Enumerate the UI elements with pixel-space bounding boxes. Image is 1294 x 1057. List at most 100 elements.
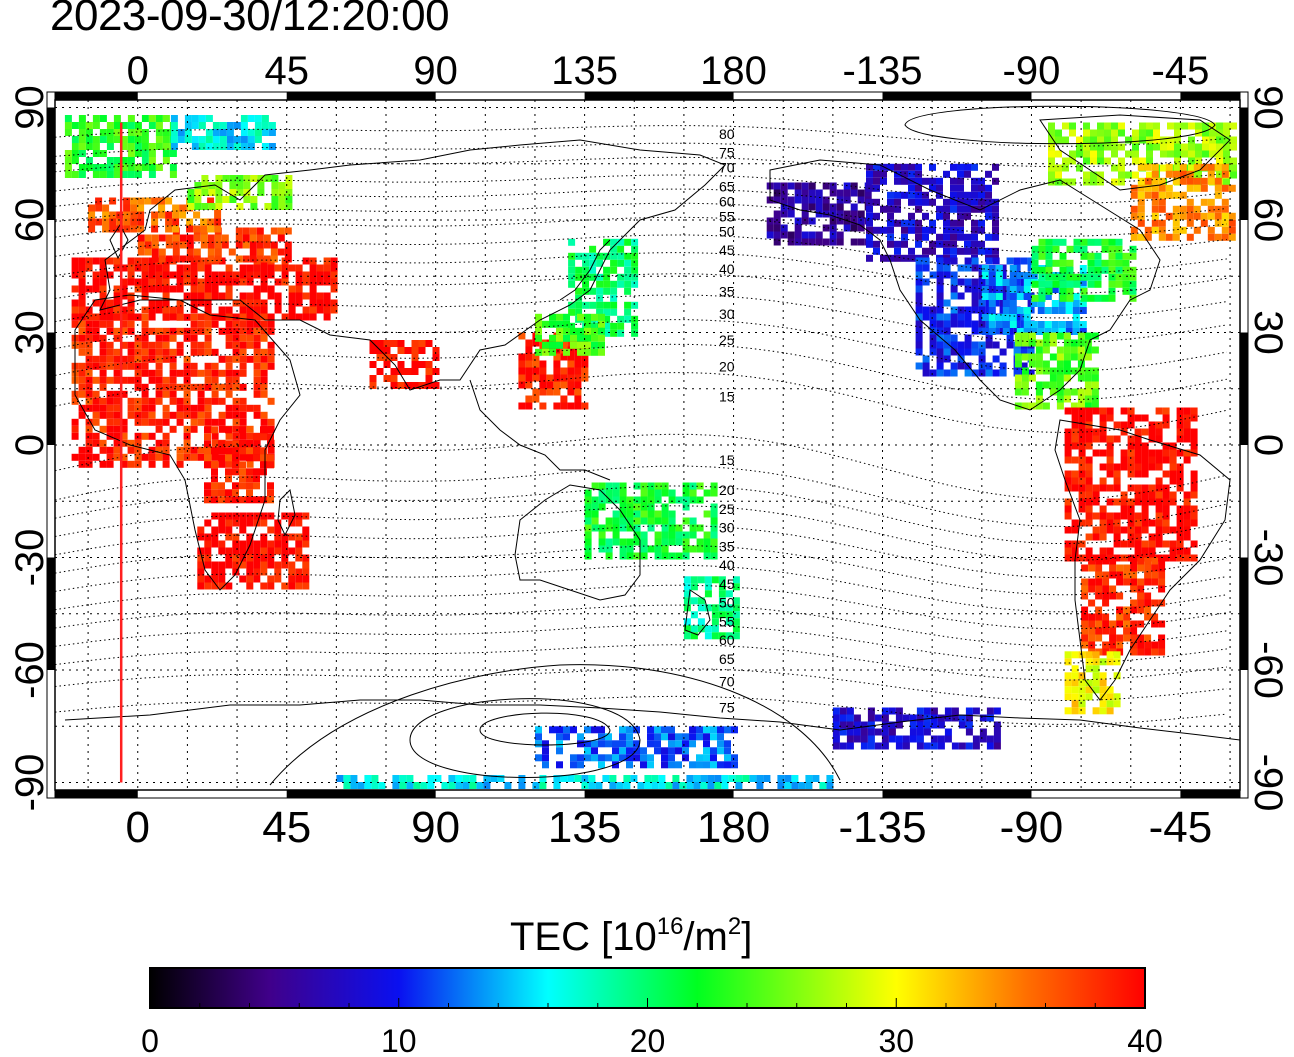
tec-cell	[253, 327, 261, 335]
tec-cell	[113, 327, 121, 335]
tec-cell	[106, 390, 114, 398]
tec-region	[137, 227, 292, 263]
tec-cell	[683, 583, 691, 591]
tec-cell	[922, 313, 930, 321]
tec-cell	[1056, 360, 1064, 368]
tec-cell	[483, 782, 491, 789]
tec-cell	[1099, 407, 1107, 415]
tec-cell	[1070, 388, 1078, 396]
tec-cell	[162, 432, 170, 440]
lat-tick-label-right: -30	[1246, 529, 1290, 587]
tec-cell	[605, 740, 612, 748]
tec-cell	[979, 735, 987, 743]
tec-cell	[971, 348, 979, 356]
tec-cell	[170, 115, 178, 122]
tec-cell	[462, 775, 470, 782]
tec-cell	[605, 496, 613, 504]
tec-cell	[943, 212, 950, 220]
tec-cell	[239, 482, 246, 490]
tec-cell	[584, 754, 591, 762]
tec-cell	[1230, 157, 1237, 165]
tec-cell	[1111, 164, 1118, 172]
tec-cell	[99, 404, 107, 412]
tec-cell	[602, 775, 610, 782]
tec-cell	[815, 189, 823, 197]
tec-cell	[598, 503, 606, 511]
tec-cell	[1158, 184, 1166, 192]
tec-cell	[246, 341, 254, 349]
tec-cell	[978, 184, 985, 192]
tec-cell	[1108, 252, 1116, 260]
tec-cell	[218, 292, 226, 300]
tec-cell	[943, 247, 950, 255]
tec-cell	[1179, 177, 1187, 185]
tec-cell	[250, 196, 258, 203]
tec-cell	[617, 315, 625, 323]
tec-cell	[1130, 620, 1138, 628]
tec-cell	[801, 238, 809, 246]
tec-cell	[176, 397, 184, 405]
tec-cell	[887, 254, 894, 262]
tec-cell	[162, 376, 170, 384]
tec-cell	[929, 348, 937, 356]
tec-cell	[197, 418, 205, 426]
tec-cell	[1055, 178, 1062, 186]
tec-cell	[148, 143, 156, 150]
tec-cell	[113, 411, 121, 419]
tec-cell	[710, 545, 718, 553]
tec-cell	[598, 341, 605, 349]
tec-cell	[1167, 122, 1174, 130]
tec-cell	[88, 218, 96, 226]
tec-cell	[1127, 533, 1135, 541]
contour-label: 45	[719, 242, 735, 258]
tec-cell	[197, 411, 205, 419]
tec-cell	[278, 182, 286, 189]
tec-cell	[1064, 540, 1072, 548]
tec-cell	[1106, 470, 1114, 478]
tec-cell	[801, 189, 809, 197]
tec-cell	[239, 355, 247, 363]
tec-cell	[1083, 129, 1090, 137]
tec-cell	[1134, 498, 1142, 506]
tec-cell	[113, 376, 121, 384]
tec-cell	[1132, 150, 1139, 158]
tec-cell	[1174, 150, 1181, 158]
tec-cell	[302, 306, 310, 314]
tec-cell	[302, 278, 310, 286]
tec-cell	[1094, 273, 1102, 281]
tec-cell	[1071, 456, 1079, 464]
tec-cell	[683, 576, 691, 584]
tec-cell	[626, 552, 634, 560]
tec-cell	[1190, 435, 1198, 443]
tec-cell	[1207, 212, 1215, 220]
tec-cell	[1132, 157, 1139, 165]
tec-cell	[1055, 164, 1062, 172]
tec-cell	[256, 227, 264, 235]
tec-cell	[964, 341, 972, 349]
tec-cell	[169, 376, 177, 384]
tec-cell	[839, 721, 847, 729]
tec-cell	[369, 375, 377, 382]
tec-cell	[246, 460, 254, 468]
tec-cell	[658, 782, 666, 789]
tec-cell	[432, 347, 440, 354]
tec-cell	[1063, 353, 1071, 361]
tec-cell	[682, 538, 690, 546]
tec-cell	[85, 264, 93, 272]
tec-cell	[574, 775, 582, 782]
tec-cell	[610, 329, 618, 337]
tec-cell	[915, 285, 923, 293]
tec-cell	[225, 390, 233, 398]
tec-cell	[106, 446, 114, 454]
tec-cell	[570, 334, 577, 342]
tec-cell	[1165, 191, 1173, 199]
contour-label: 25	[719, 501, 735, 517]
colorbar-title-end: ]	[741, 915, 752, 959]
tec-cell	[617, 252, 625, 260]
tec-cell	[819, 782, 827, 789]
tec-cell	[1130, 599, 1138, 607]
tec-cell	[1144, 571, 1152, 579]
tec-cell	[120, 122, 128, 129]
tec-cell	[78, 122, 86, 129]
tec-cell	[1155, 519, 1163, 527]
